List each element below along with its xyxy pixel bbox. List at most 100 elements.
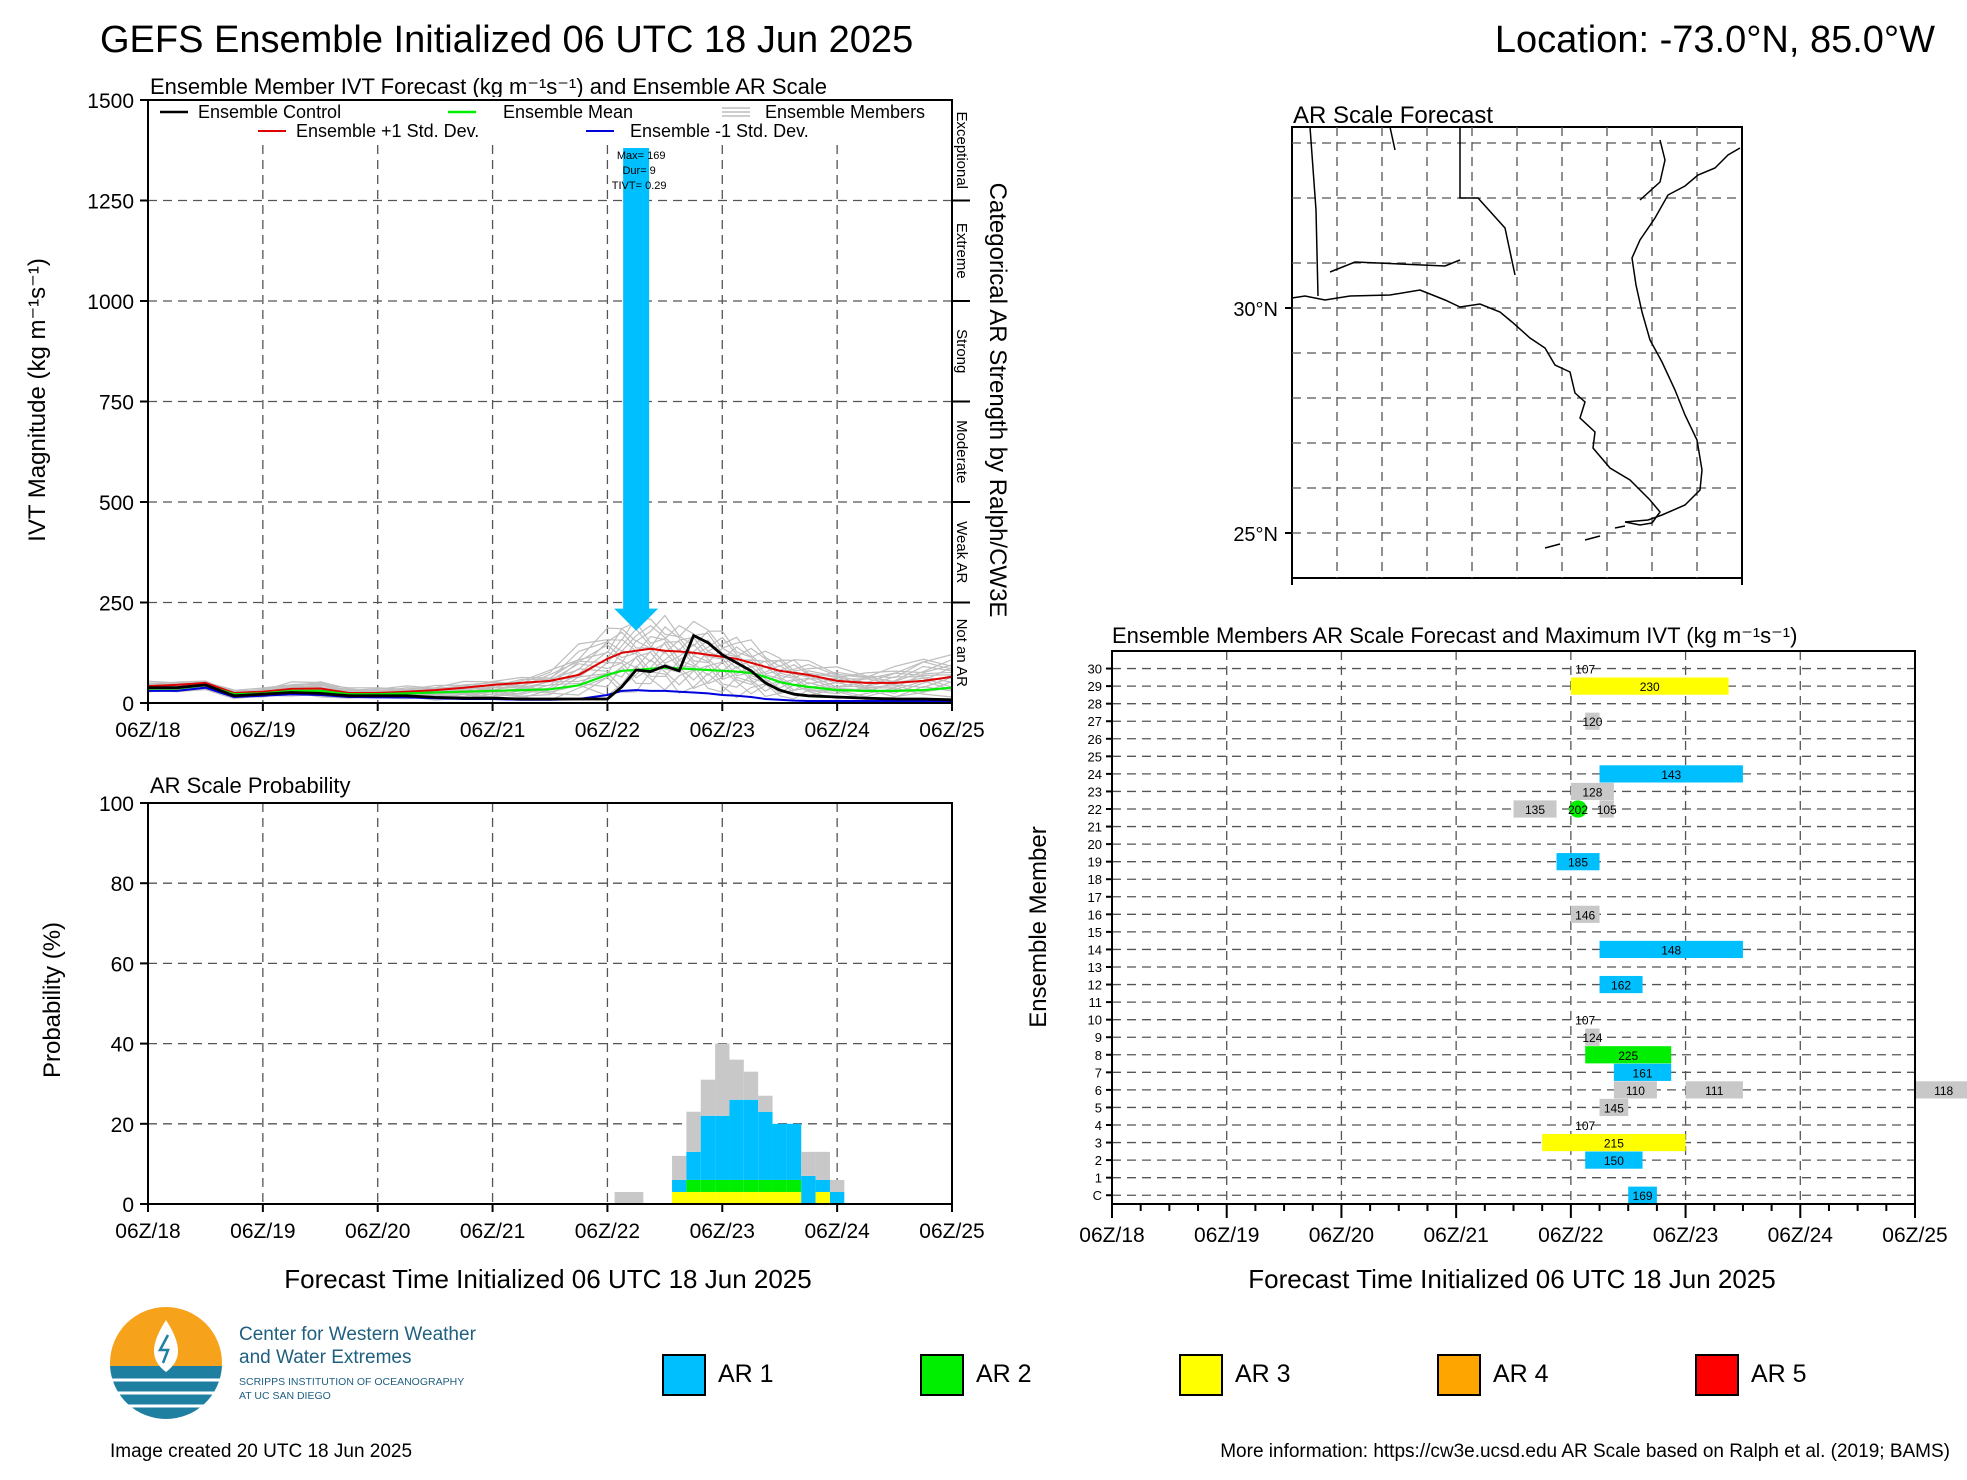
members-y-tick-label: 9 [1095,1030,1102,1045]
prob-bar-ar3 [715,1191,730,1204]
prob-bar-ar1 [700,1115,716,1180]
ivt-x-tick-label: 06Z/25 [919,719,984,742]
legend-swatch-ar4 [1437,1354,1481,1396]
prob-bar-nonAR [628,1191,644,1204]
member-bar-label: 107 [1575,663,1595,677]
legend-label-ar2: AR 2 [976,1360,1032,1388]
prob-bar-nonAR [758,1095,773,1112]
prob-bar-ar3 [700,1191,716,1204]
members-x-tick-label: 06Z/25 [1882,1224,1947,1247]
member-bar-label: 162 [1611,979,1631,993]
ivt-x-tick-label: 06Z/24 [804,719,870,742]
members-panel-title: Ensemble Members AR Scale Forecast and M… [1112,623,1797,648]
member-bar-label: 148 [1661,943,1681,957]
legend-control-label: Ensemble Control [198,102,341,122]
ar-category-legend: AR 1 AR 2 AR 3 AR 4 AR 5 [662,1354,1807,1396]
prob-bar-nonAR [700,1079,716,1116]
prob-bar-ar3 [815,1191,830,1204]
prob-y-tick-label: 40 [111,1034,134,1057]
ivt-x-tick-label: 06Z/19 [230,719,295,742]
legend-label-ar3: AR 3 [1235,1360,1291,1388]
prob-x-tick-label: 06Z/20 [345,1220,410,1243]
members-y-tick-label: 14 [1088,942,1102,957]
map-graticule [1292,127,1742,578]
prob-bar-nonAR [815,1151,830,1180]
prob-bar-ar3 [729,1191,744,1204]
member-bar-ar1 [1628,1186,1657,1204]
member-bar-label: 105 [1597,803,1617,817]
prob-bar-nonAR [672,1155,687,1180]
prob-y-axis-label: Probability (%) [39,922,66,1078]
prob-bar-ar1 [815,1179,830,1192]
ar-category-label: Weak AR [953,521,970,583]
member-ar-scale-panel: Ensemble Members AR Scale Forecast and M… [1025,623,1967,1294]
cw3e-logo: Center for Western Weather and Water Ext… [108,1307,477,1422]
members-y-tick-label: 13 [1088,960,1102,975]
prob-bar-nonAR [729,1059,744,1100]
ar-category-label: Moderate [953,420,970,483]
map-coastlines [1291,126,1741,549]
ar-category-label: Strong [953,329,970,373]
members-y-tick-label: 12 [1088,978,1102,993]
members-y-axis-label: Ensemble Member [1025,826,1052,1027]
member-bar-label: 230 [1640,680,1660,694]
legend-swatch-ar1 [662,1354,706,1396]
member-bar-nonAR [1599,1098,1629,1117]
ivt-x-tick-label: 06Z/18 [115,719,180,742]
prob-bar-ar2 [786,1179,802,1192]
prob-x-tick-label: 06Z/21 [460,1220,525,1243]
location-label: Location: -73.0°N, 85.0°W [1495,19,1935,61]
members-gridlines [1112,651,1915,1204]
members-y-tick-label: 25 [1088,749,1102,764]
prob-bar-ar3 [758,1191,773,1204]
members-x-tick-label: 06Z/22 [1538,1224,1603,1247]
ivt-y-tick-label: 0 [122,693,134,716]
prob-panel-title: AR Scale Probability [150,773,351,798]
members-y-tick-label: 23 [1088,784,1102,799]
members-y-tick-label: 17 [1088,890,1102,905]
ar-event-arrow: Max= 169 Dur= 9 TIVT= 0.29 [612,148,667,631]
member-bar-label: 111 [1705,1084,1724,1098]
member-bar-nonAR [1685,1081,1743,1099]
members-x-tick-label: 06Z/24 [1768,1224,1834,1247]
prob-bar-ar1 [758,1111,773,1180]
lat-label-25n: 25°N [1233,524,1278,546]
ar-category-label: Extreme [953,223,970,279]
members-y-tick-label: 18 [1088,872,1102,887]
logo-line2: and Water Extremes [239,1347,411,1368]
legend-label-ar4: AR 4 [1493,1360,1549,1388]
member-bar-nonAR [1585,1028,1600,1046]
ivt-minus1sd-line [148,686,952,702]
prob-y-tick-label: 20 [111,1114,134,1137]
prob-bar-ar3 [686,1191,701,1204]
prob-bar-ar3 [672,1191,687,1204]
member-bar-label: 169 [1633,1189,1653,1203]
member-bar-nonAR [1570,782,1614,801]
member-bar-label: 107 [1575,1014,1595,1028]
ivt-mean-line [148,666,953,696]
ivt-y-tick-label: 500 [99,492,134,515]
member-bar-label: 135 [1525,803,1545,817]
prob-bar-nonAR [715,1043,730,1116]
prob-x-tick-label: 06Z/22 [575,1220,640,1243]
ivt-series-lines [147,633,953,702]
members-y-tick-label: 20 [1088,837,1102,852]
member-bar-ar1 [1599,940,1743,959]
member-bar-nonAR [1570,905,1600,923]
member-bar-label: 120 [1582,715,1602,729]
ivt-legend: Ensemble Control Ensemble Mean Ensemble … [150,97,965,144]
ar-category-label: Not an AR [953,619,970,688]
prob-bar-nonAR [801,1151,816,1176]
member-bar-ar2 [1585,1046,1672,1064]
legend-label-ar5: AR 5 [1751,1360,1807,1388]
ivt-member-line [147,617,953,691]
members-y-tick-label: 21 [1088,820,1102,835]
members-y-tick-label: 3 [1095,1136,1102,1151]
prob-x-tick-label: 06Z/19 [230,1220,295,1243]
ar-event-duration: Dur= 9 [622,165,655,177]
member-bar-label: 202 [1568,803,1588,817]
ivt-member-line [147,626,953,694]
member-bar-label: 150 [1604,1154,1624,1168]
prob-x-tick-label: 06Z/23 [690,1220,755,1243]
prob-bar-ar2 [743,1179,759,1192]
